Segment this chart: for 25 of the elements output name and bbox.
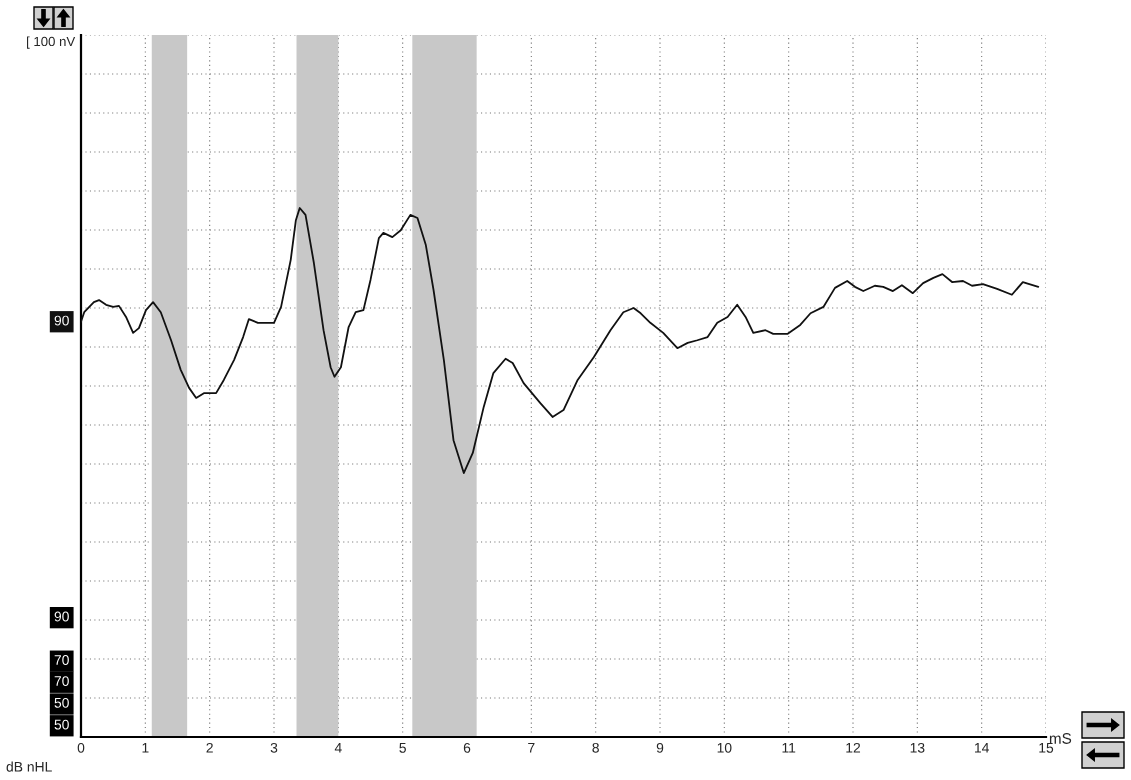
text: [ 100 nV	[27, 36, 76, 49]
x-tick-label: 15	[1039, 743, 1054, 753]
x-tick-label: 14	[975, 743, 989, 753]
text: 70	[54, 676, 69, 686]
x-tick-label: 0	[77, 742, 85, 753]
series-label: 90	[54, 315, 69, 326]
x-axis-title: mS	[1049, 733, 1072, 744]
x-tick-label: 6	[463, 742, 471, 753]
x-tick-label: 10	[717, 742, 732, 753]
x-tick-label: 8	[592, 742, 599, 753]
x-tick-label: 2	[206, 742, 213, 753]
x-tick-label: 7	[528, 743, 535, 753]
x-tick-label: 11	[782, 743, 796, 753]
x-tick-label: 5	[399, 743, 406, 753]
text: 90	[54, 611, 69, 622]
text: 70	[54, 655, 69, 665]
x-tick-label: 1	[142, 743, 149, 753]
x-tick-label: 4	[334, 743, 342, 753]
text: dB nHL	[6, 761, 52, 772]
x-tick-label: 12	[846, 742, 861, 753]
text: 50	[54, 697, 69, 708]
x-tick-label: 13	[910, 742, 925, 753]
text: 50	[54, 719, 69, 730]
x-tick-label: 3	[270, 742, 278, 753]
x-tick-label: 9	[656, 742, 664, 753]
